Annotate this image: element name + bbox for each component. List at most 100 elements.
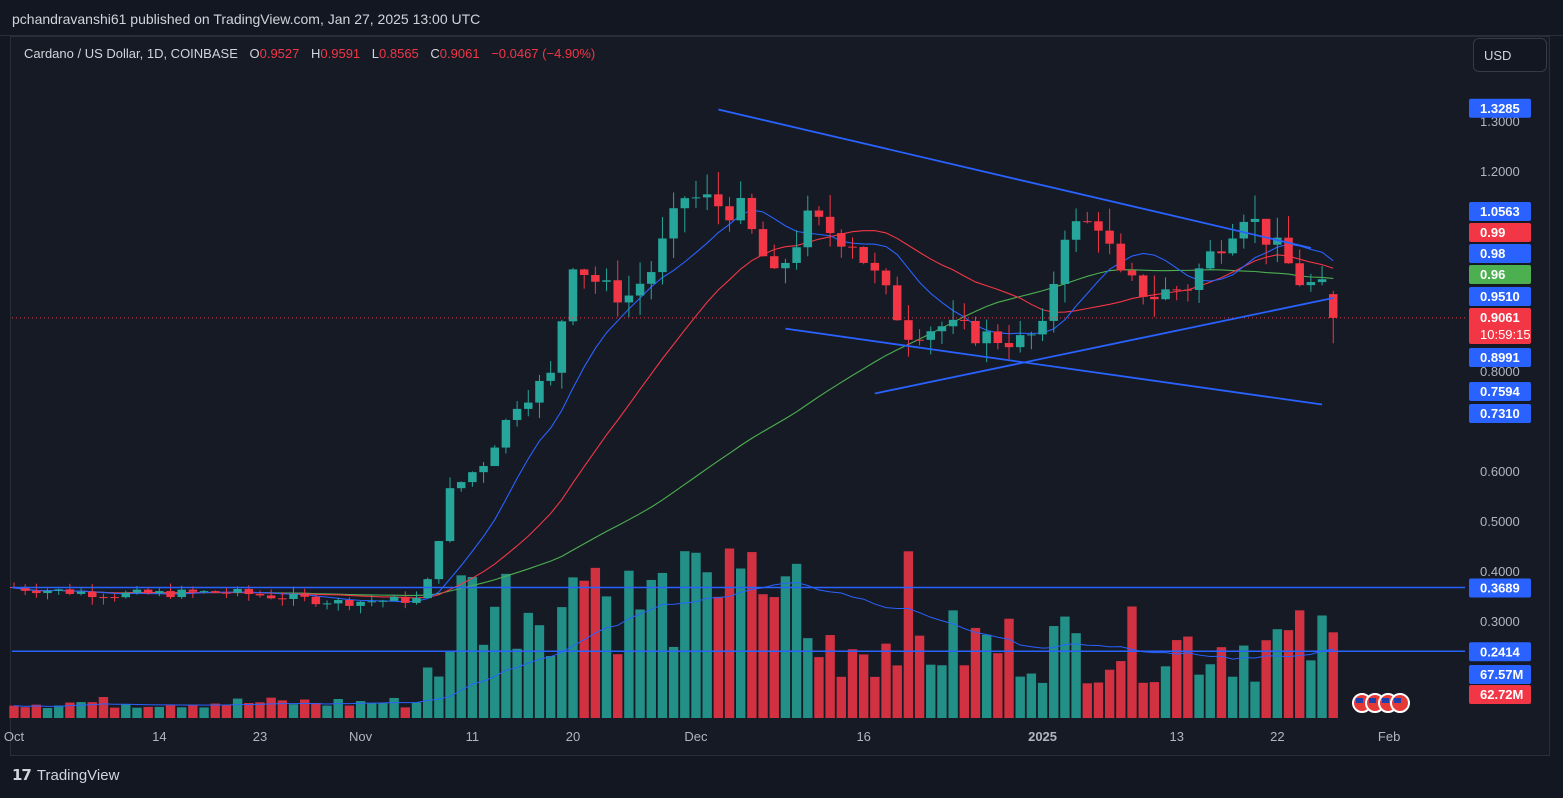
publisher-text: pchandravanshi61 published on TradingVie…	[12, 11, 481, 27]
x-tick-label: Nov	[349, 729, 373, 744]
volume-bar	[244, 702, 254, 718]
candle-body	[1083, 221, 1092, 223]
volume-bar	[870, 676, 880, 718]
candle-body	[546, 372, 555, 381]
candle-body	[1150, 296, 1159, 300]
volume-bar	[1205, 664, 1215, 718]
volume-bar	[635, 609, 645, 718]
ma-blue-line	[13, 209, 1334, 603]
ma-red-line	[13, 230, 1334, 599]
volume-bar	[668, 646, 679, 718]
candle-body	[915, 339, 924, 341]
price-label-text: 0.7310	[1480, 406, 1520, 421]
x-tick-label: 2025	[1028, 729, 1057, 744]
us-flag-canton	[1356, 698, 1363, 703]
candle-body	[333, 599, 343, 604]
volume-bar	[54, 705, 64, 718]
us-flag-canton	[1382, 698, 1389, 703]
volume-bar	[803, 638, 813, 718]
trendline-rising[interactable]	[874, 297, 1334, 395]
candle-body	[848, 246, 857, 248]
candle-body	[792, 247, 801, 263]
price-label-box	[1469, 665, 1531, 684]
candle-body	[1284, 237, 1293, 264]
candle-body	[1261, 218, 1271, 245]
trendline-upper[interactable]	[718, 108, 1312, 249]
candle-body	[647, 272, 656, 284]
volume-ma-line	[13, 582, 1334, 707]
price-label-box	[1469, 202, 1531, 221]
price-label-text: 0.9061	[1480, 310, 1520, 325]
volume-bar	[154, 706, 165, 718]
candle-body	[1094, 221, 1103, 231]
candle-body	[1183, 289, 1193, 291]
candle-body	[803, 210, 813, 248]
candle-body	[658, 238, 667, 273]
volume-bar	[456, 575, 466, 718]
candle-body	[456, 482, 466, 489]
x-tick-label: Dec	[684, 729, 708, 744]
x-tick-label: 14	[152, 729, 166, 744]
candle-body	[20, 587, 30, 591]
candle-body	[322, 603, 332, 605]
price-label-box	[1469, 685, 1531, 704]
volume-bar	[266, 697, 276, 718]
price-label-text: 0.99	[1480, 225, 1505, 240]
candle-body	[747, 197, 757, 230]
volume-bar	[434, 676, 444, 718]
volume-bar	[881, 643, 891, 718]
volume-bar	[858, 654, 869, 718]
footer-brand: 17 TradingView	[12, 766, 119, 784]
volume-bar	[993, 653, 1003, 718]
candle-body	[99, 597, 108, 599]
candle-body	[758, 229, 768, 257]
trendline-lower[interactable]	[785, 327, 1323, 406]
volume-bar	[411, 702, 422, 718]
volume-bar	[143, 706, 153, 718]
volume-bar	[165, 704, 176, 718]
currency-button[interactable]: USD	[1473, 38, 1547, 72]
candle-body	[490, 447, 499, 467]
candle-body	[1217, 251, 1226, 254]
candle-body	[579, 269, 589, 276]
volume-bar	[680, 551, 690, 718]
y-tick-label: 0.3000	[1480, 614, 1520, 629]
close-value: 0.9061	[439, 46, 480, 61]
candle-body	[781, 262, 790, 269]
price-label-box	[1469, 308, 1531, 344]
candle-body	[993, 331, 1003, 344]
open-value: 0.9527	[259, 46, 300, 61]
volume-bar	[87, 702, 97, 718]
x-tick-label: 23	[253, 729, 267, 744]
candle-body	[199, 591, 209, 593]
candle-body	[1306, 282, 1316, 286]
volume-bar	[981, 634, 992, 718]
price-label-text: 67.57M	[1480, 667, 1523, 682]
volume-bar	[367, 703, 377, 718]
candle-body	[702, 194, 712, 198]
candle-body	[1194, 268, 1204, 290]
volume-bar	[914, 635, 925, 718]
volume-bar	[1138, 682, 1148, 718]
price-label-box	[1469, 223, 1531, 242]
candle-body	[837, 233, 846, 247]
tv-logo-icon: 17	[12, 766, 32, 784]
candle-body	[445, 488, 455, 542]
candle-body	[926, 331, 936, 340]
candle-body	[736, 197, 745, 221]
volume-bar	[1116, 661, 1126, 718]
price-label-text: 0.98	[1480, 246, 1505, 261]
price-label-text: 0.7594	[1480, 384, 1521, 399]
chart-area[interactable]	[10, 36, 1550, 756]
candle-body	[714, 194, 723, 207]
candle-body	[982, 331, 991, 344]
price-label-text: 0.9510	[1480, 289, 1520, 304]
volume-bar	[1127, 606, 1137, 718]
candle-body	[1015, 335, 1025, 348]
volume-bar	[490, 606, 500, 718]
brand-name: TradingView	[36, 766, 120, 784]
volume-bar	[825, 635, 835, 718]
volume-bar	[400, 707, 410, 718]
volume-bar	[691, 552, 701, 718]
